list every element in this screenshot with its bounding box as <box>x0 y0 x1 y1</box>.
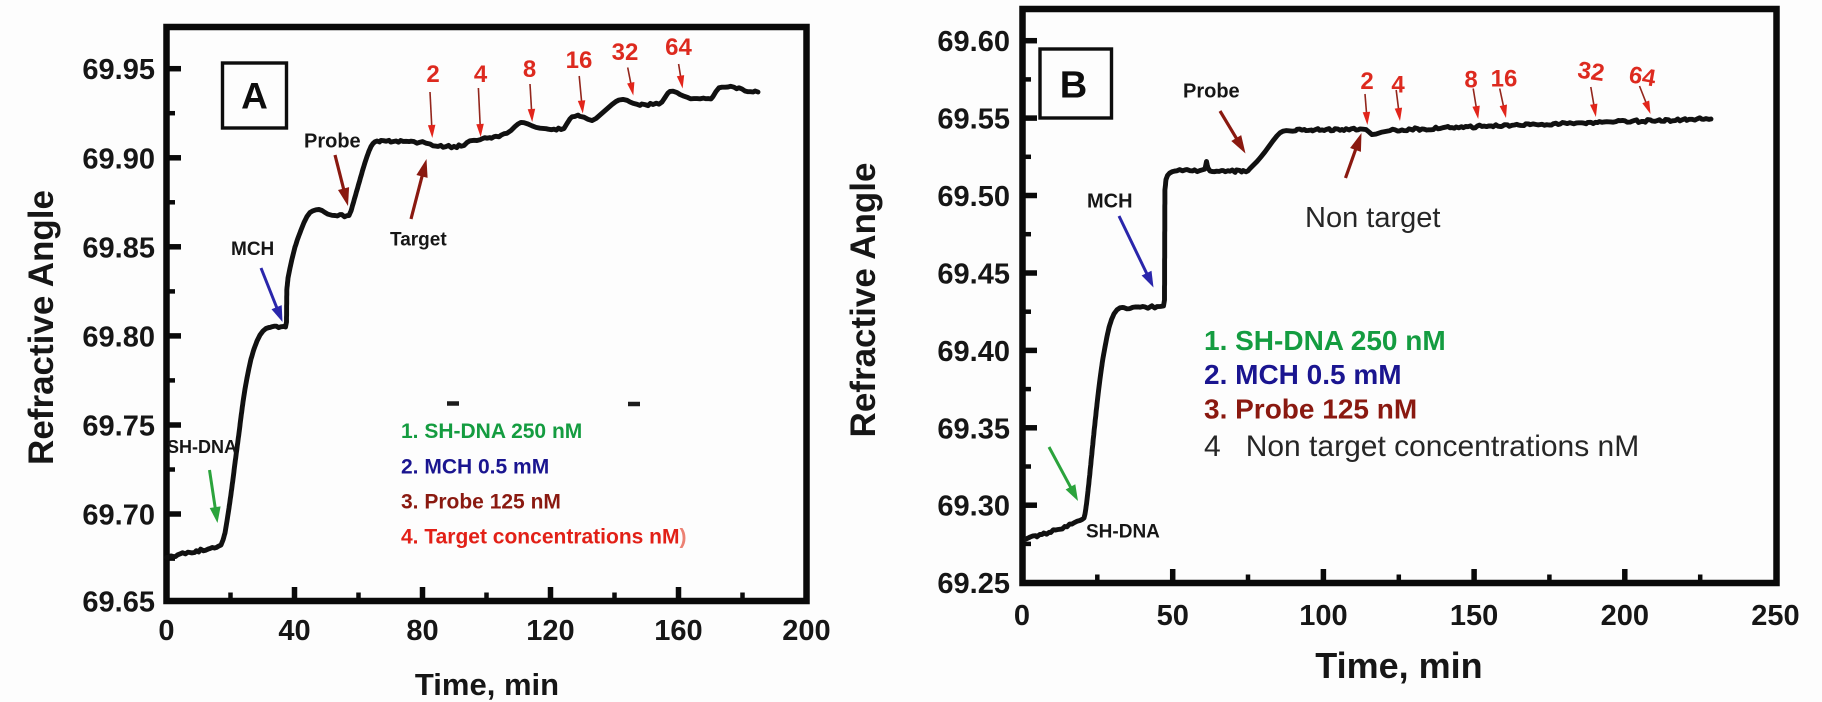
svg-text:69.40: 69.40 <box>937 336 1010 368</box>
svg-text:4 Non target concentrations: 4 Non target concentrations nM <box>1204 430 1639 463</box>
svg-text:150: 150 <box>1450 600 1498 632</box>
svg-text:69.85: 69.85 <box>82 232 155 264</box>
svg-text:69.50: 69.50 <box>937 181 1010 213</box>
svg-text:0: 0 <box>1014 600 1030 632</box>
svg-text:16: 16 <box>566 47 593 74</box>
svg-text:0: 0 <box>158 615 174 647</box>
svg-text:2. MCH 0.5 mM: 2. MCH 0.5 mM <box>401 456 549 479</box>
svg-text:2: 2 <box>1360 68 1373 95</box>
svg-text:3. Probe 125 nM: 3. Probe 125 nM <box>401 491 561 514</box>
svg-text:160: 160 <box>654 615 702 647</box>
svg-text:Probe: Probe <box>1183 81 1240 103</box>
svg-text:32: 32 <box>1576 57 1606 87</box>
svg-text:200: 200 <box>782 615 830 647</box>
svg-text:SH-DNA: SH-DNA <box>1086 522 1160 543</box>
svg-text:Refractive Angle: Refractive Angle <box>22 190 61 465</box>
svg-text:69.25: 69.25 <box>937 568 1010 600</box>
svg-text:69.95: 69.95 <box>82 54 155 86</box>
svg-text:4: 4 <box>1391 71 1405 98</box>
svg-text:40: 40 <box>278 615 310 647</box>
svg-text:69.35: 69.35 <box>937 413 1010 445</box>
svg-text:4. Target concentrations nM): 4. Target concentrations nM) <box>401 526 687 549</box>
svg-text:3. Probe 125 nM: 3. Probe 125 nM <box>1204 394 1417 425</box>
svg-text:Time, min: Time, min <box>1315 645 1482 686</box>
svg-text:100: 100 <box>1299 600 1347 632</box>
svg-text:69.75: 69.75 <box>82 411 155 443</box>
svg-text:Non target: Non target <box>1305 202 1440 234</box>
svg-text:8: 8 <box>523 56 536 83</box>
svg-text:69.65: 69.65 <box>82 587 155 619</box>
svg-text:250: 250 <box>1751 600 1799 632</box>
svg-text:69.30: 69.30 <box>937 491 1010 523</box>
svg-text:MCH: MCH <box>1087 191 1133 213</box>
svg-text:2. MCH 0.5 mM: 2. MCH 0.5 mM <box>1204 359 1402 390</box>
svg-text:32: 32 <box>612 39 639 66</box>
svg-text:8: 8 <box>1464 66 1477 93</box>
svg-text:64: 64 <box>665 34 692 61</box>
svg-text:1. SH-DNA 250 nM: 1. SH-DNA 250 nM <box>401 420 582 443</box>
svg-text:69.90: 69.90 <box>82 143 155 175</box>
svg-text:Time, min: Time, min <box>415 667 559 702</box>
svg-text:16: 16 <box>1491 65 1518 92</box>
svg-text:1. SH-DNA 250 nM: 1. SH-DNA 250 nM <box>1204 325 1446 356</box>
svg-text:80: 80 <box>406 615 438 647</box>
svg-text:200: 200 <box>1601 600 1649 632</box>
svg-text:69.45: 69.45 <box>937 259 1010 291</box>
svg-text:2: 2 <box>426 61 439 88</box>
svg-text:50: 50 <box>1157 600 1189 632</box>
svg-text:B: B <box>1060 65 1087 107</box>
svg-text:69.70: 69.70 <box>82 500 155 532</box>
svg-text:SH-DNA: SH-DNA <box>167 437 237 457</box>
svg-text:Target: Target <box>390 230 447 251</box>
svg-text:4: 4 <box>474 61 488 88</box>
svg-text:69.60: 69.60 <box>937 26 1010 58</box>
svg-text:MCH: MCH <box>231 239 274 260</box>
svg-text:Refractive Angle: Refractive Angle <box>844 163 883 438</box>
svg-text:120: 120 <box>526 615 574 647</box>
svg-text:69.80: 69.80 <box>82 321 155 353</box>
svg-text:69.55: 69.55 <box>937 104 1010 136</box>
svg-text:A: A <box>241 76 268 117</box>
svg-text:64: 64 <box>1627 61 1659 92</box>
svg-text:Probe: Probe <box>304 131 361 153</box>
